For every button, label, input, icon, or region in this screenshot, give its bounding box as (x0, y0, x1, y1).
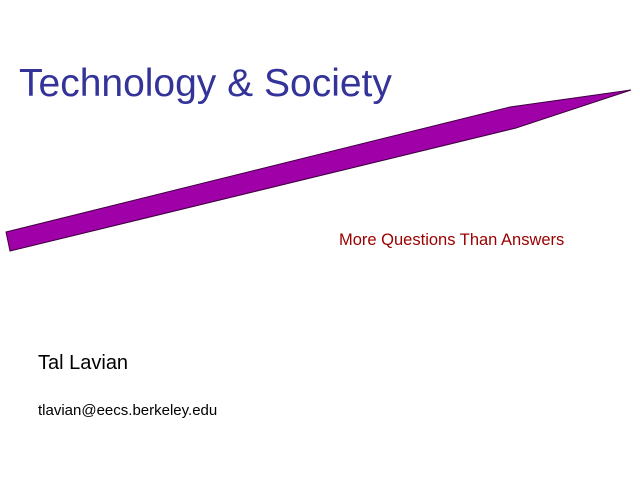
author-name: Tal Lavian (38, 352, 129, 374)
author-email: tlavian@eecs.berkeley.edu (38, 402, 218, 419)
rising-arrow-shape (5, 89, 632, 252)
slide-title: Technology & Society (19, 62, 392, 105)
slide-subtitle: More Questions Than Answers (339, 231, 565, 249)
